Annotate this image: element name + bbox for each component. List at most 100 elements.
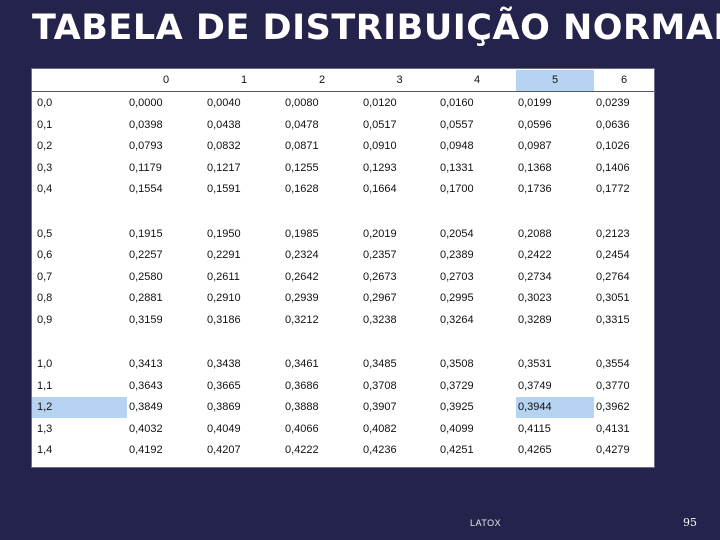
table-cell: 0,3643: [129, 379, 163, 392]
table-row: 0,3 0,1179 0,1217 0,1255 0,1293 0,1331 0,1368 0…: [32, 158, 654, 179]
table-row: 1,2 0,3849 0,3869 0,3888 0,3907 0,3925 0,3944 0…: [32, 397, 654, 418]
table-cell: 0,4236: [363, 444, 397, 456]
table-cell: 0,2939: [285, 292, 319, 304]
table-cell: 0,4192: [129, 444, 163, 456]
row-label: 1,4: [37, 444, 53, 456]
table-cell: 0,1406: [596, 161, 630, 174]
table-cell: 0,2389: [440, 249, 474, 261]
table-cell: 0,0557: [440, 118, 474, 131]
table-cell: 0,2673: [363, 270, 397, 283]
table-cell: 0,0438: [207, 118, 241, 131]
table-cell: 0,0120: [363, 97, 397, 109]
column-header-1: 1: [240, 74, 248, 86]
table-cell: 0,4265: [518, 444, 552, 456]
row-label: 0,0: [37, 97, 53, 109]
table-cell: 0,3238: [363, 313, 397, 326]
row-label: 0,1: [37, 118, 53, 131]
table-cell: 0,3925: [440, 401, 474, 413]
row-label: 0,4: [37, 183, 53, 195]
table-cell: 0,1700: [440, 183, 474, 195]
table-cell: 0,3944: [516, 397, 594, 418]
table-cell: 0,3888: [285, 401, 319, 413]
table-row: 0,0 0,0000 0,0040 0,0080 0,0120 0,0160 0,0199 0…: [32, 93, 654, 114]
table-cell: 0,0910: [363, 140, 397, 152]
table-row: 0,4 0,1554 0,1591 0,1628 0,1664 0,1700 0,1736 0…: [32, 179, 654, 200]
table-cell: 0,2324: [285, 249, 319, 261]
table-row: 0,6 0,2257 0,2291 0,2324 0,2357 0,2389 0,2422 0…: [32, 245, 654, 266]
footer-label: LATOX: [470, 518, 502, 528]
table-cell: 0,1179: [129, 161, 162, 174]
normal-distribution-table: 0 1 2 3 4 5 6 0,0 0,0000 0,0040 0,0080 0,0120 0,0160…: [31, 68, 655, 468]
table-cell: 0,0793: [129, 140, 163, 152]
table-cell: 0,2967: [363, 292, 397, 304]
column-header-2: 2: [318, 74, 326, 86]
table-cell: 0,2642: [285, 270, 319, 283]
row-label: 0,6: [37, 249, 53, 261]
table-cell: 0,2019: [363, 227, 397, 240]
table-cell: 0,4115: [518, 422, 551, 435]
page-number: 95: [683, 516, 697, 529]
table-cell: 0,2881: [129, 292, 163, 304]
table-cell: 0,3554: [596, 358, 630, 370]
table-cell: 0,2422: [518, 249, 552, 261]
table-cell: 0,3962: [596, 401, 630, 413]
table-cell: 0,3264: [440, 313, 474, 326]
table-cell: 0,0199: [518, 97, 552, 109]
table-cell: 0,3023: [518, 292, 552, 304]
table-cell: 0,2611: [207, 270, 240, 283]
table-row: 1,0 0,3413 0,3438 0,3461 0,3485 0,3508 0,3531 0…: [32, 354, 654, 375]
header-corner: [32, 70, 127, 91]
table-cell: 0,3212: [285, 313, 319, 326]
table-cell: 0,0080: [285, 97, 319, 109]
table-cell: 0,3186: [207, 313, 241, 326]
table-cell: 0,3749: [518, 379, 552, 392]
table-cell: 0,2088: [518, 227, 552, 240]
header-row: 0 1 2 3 4 5 6: [32, 70, 654, 91]
table-cell: 0,1217: [207, 161, 241, 174]
table-cell: 0,3869: [207, 401, 241, 413]
table-cell: 0,2580: [129, 270, 163, 283]
table-cell: 0,1664: [363, 183, 397, 195]
table-cell: 0,4222: [285, 444, 319, 456]
table-row: 0,1 0,0398 0,0438 0,0478 0,0517 0,0557 0,0596 0…: [32, 115, 654, 136]
table-cell: 0,3729: [440, 379, 474, 392]
table-cell: 0,2910: [207, 292, 241, 304]
table-cell: 0,0948: [440, 140, 474, 152]
row-label: 0,9: [37, 313, 53, 326]
table-cell: 0,1772: [596, 183, 630, 195]
table-row: 1,4 0,4192 0,4207 0,4222 0,4236 0,4251 0,4265 0…: [32, 440, 654, 461]
table-cell: 0,4131: [596, 422, 630, 435]
table-cell: 0,3907: [363, 401, 397, 413]
column-header-3: 3: [396, 74, 403, 86]
table-cell: 0,3508: [440, 358, 474, 370]
table-cell: 0,0478: [285, 118, 319, 131]
table-cell: 0,4207: [207, 444, 241, 456]
row-label: 1,3: [37, 422, 53, 435]
table-cell: 0,2454: [596, 249, 630, 261]
row-label: 1,1: [37, 379, 53, 392]
column-header-4: 4: [473, 74, 481, 86]
column-header-6: 6: [620, 74, 628, 86]
table-cell: 0,3708: [363, 379, 397, 392]
table-cell: 0,4279: [596, 444, 630, 456]
column-header-0: 0: [162, 74, 170, 86]
table-cell: 0,0040: [207, 97, 241, 109]
table-cell: 0,3289: [518, 313, 552, 326]
header-divider: [32, 91, 654, 92]
table-cell: 0,2734: [518, 270, 552, 283]
table-row: 1,3 0,4032 0,4049 0,4066 0,4082 0,4099 0,4115 0…: [32, 419, 654, 440]
table-cell: 0,3485: [363, 358, 397, 370]
table-cell: 0,0636: [596, 118, 630, 131]
table-row: 0,7 0,2580 0,2611 0,2642 0,2673 0,2703 0,2734 0…: [32, 267, 654, 288]
table-cell: 0,1736: [518, 183, 552, 195]
table-cell: 0,2357: [363, 249, 397, 261]
table-cell: 0,0596: [518, 118, 552, 131]
table-cell: 0,3461: [285, 358, 319, 370]
table-cell: 0,1026: [596, 140, 630, 152]
table-row: 0,5 0,1915 0,1950 0,1985 0,2019 0,2054 0,2088 0…: [32, 224, 654, 245]
table-cell: 0,1950: [207, 227, 241, 240]
table-cell: 0,3531: [518, 358, 552, 370]
table-row: 1,1 0,3643 0,3665 0,3686 0,3708 0,3729 0,3749 0…: [32, 376, 654, 397]
table-cell: 0,0871: [285, 140, 319, 152]
column-header-5: 5: [516, 70, 594, 91]
